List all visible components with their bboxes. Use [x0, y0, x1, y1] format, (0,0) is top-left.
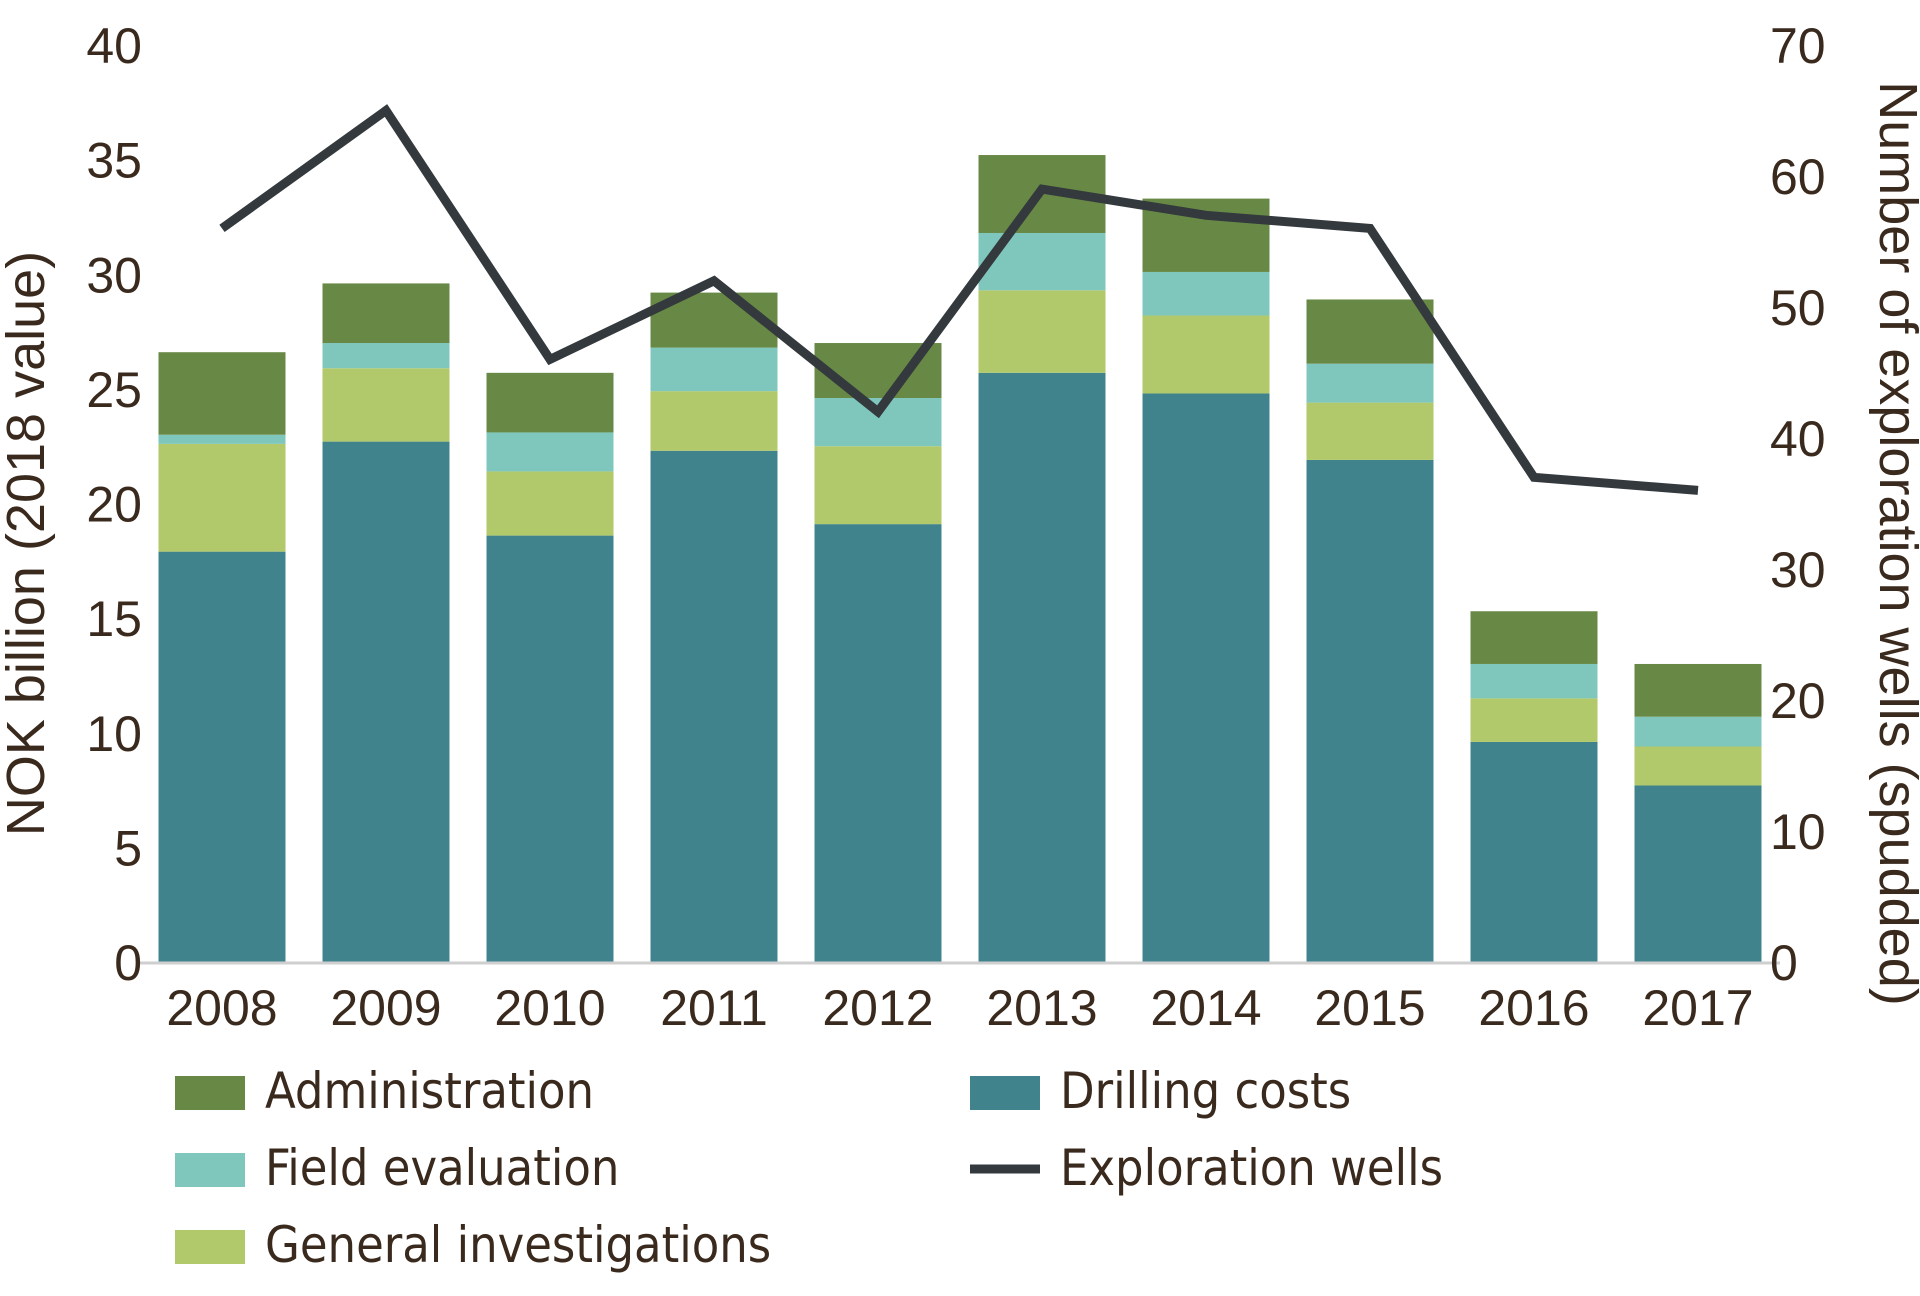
x-tick-label-2013: 2013: [986, 980, 1097, 1036]
bar-drilling-costs-2015: [1307, 460, 1434, 962]
x-tick-label-2016: 2016: [1478, 980, 1589, 1036]
bar-general-investigations-2015: [1307, 403, 1434, 460]
bar-field-evaluation-2011: [651, 348, 778, 392]
bar-drilling-costs-2012: [815, 524, 942, 962]
y2-tick-label-50: 50: [1770, 280, 1826, 336]
bar-general-investigations-2017: [1635, 747, 1762, 786]
bar-field-evaluation-2008: [159, 435, 286, 444]
bar-field-evaluation-2017: [1635, 717, 1762, 747]
y2-tick-label-20: 20: [1770, 673, 1826, 729]
y-tick-label-35: 35: [86, 133, 142, 189]
y-tick-label-25: 25: [86, 362, 142, 418]
bar-field-evaluation-2009: [323, 343, 450, 368]
left-y-tick-labels: 0 5 10 15 20 25 30 35 40: [86, 18, 142, 991]
bar-field-evaluation-2010: [487, 432, 614, 471]
bar-field-evaluation-2014: [1143, 272, 1270, 316]
bar-administration-2017: [1635, 664, 1762, 717]
bar-field-evaluation-2013: [979, 233, 1106, 290]
bar-administration-2010: [487, 373, 614, 433]
x-tick-label-2011: 2011: [660, 980, 768, 1036]
bar-general-investigations-2016: [1471, 698, 1598, 742]
bar-general-investigations-2012: [815, 446, 942, 524]
y-tick-label-40: 40: [86, 18, 142, 74]
legend-label-exploration-wells: Exploration wells: [1060, 1139, 1443, 1197]
bar-administration-2016: [1471, 611, 1598, 664]
bar-general-investigations-2009: [323, 368, 450, 441]
bar-general-investigations-2008: [159, 444, 286, 552]
bar-administration-2009: [323, 283, 450, 343]
bar-administration-2008: [159, 352, 286, 435]
x-tick-label-2008: 2008: [166, 980, 277, 1036]
x-tick-label-2010: 2010: [494, 980, 605, 1036]
x-tick-label-2015: 2015: [1314, 980, 1425, 1036]
y-tick-label-30: 30: [86, 247, 142, 303]
y-tick-label-5: 5: [114, 820, 142, 876]
bar-drilling-costs-2010: [487, 536, 614, 962]
y-tick-label-20: 20: [86, 477, 142, 533]
bar-drilling-costs-2011: [651, 451, 778, 962]
bar-drilling-costs-2017: [1635, 785, 1762, 962]
x-tick-label-2012: 2012: [822, 980, 933, 1036]
bar-field-evaluation-2016: [1471, 664, 1598, 698]
x-tick-label-2014: 2014: [1150, 980, 1261, 1036]
y2-tick-label-0: 0: [1770, 935, 1798, 991]
y2-tick-label-30: 30: [1770, 542, 1826, 598]
bar-general-investigations-2013: [979, 290, 1106, 373]
bar-drilling-costs-2013: [979, 373, 1106, 962]
legend-swatch-drilling-costs: [970, 1076, 1040, 1110]
y2-tick-label-60: 60: [1770, 149, 1826, 205]
legend-swatch-general-investigations: [175, 1230, 245, 1264]
x-tick-labels: 2008 2009 2010 2011 2012 2013 2014 2015 2016 2017: [166, 980, 1753, 1036]
bar-general-investigations-2010: [487, 471, 614, 535]
right-y-tick-labels: 0 10 20 30 40 50 60 70: [1770, 18, 1826, 991]
y2-tick-label-70: 70: [1770, 18, 1826, 74]
legend: Administration Field evaluation General in…: [175, 1062, 1443, 1274]
bar-general-investigations-2014: [1143, 316, 1270, 394]
y2-tick-label-10: 10: [1770, 804, 1826, 860]
legend-label-field-evaluation: Field evaluation: [265, 1139, 619, 1197]
bar-drilling-costs-2009: [323, 442, 450, 962]
right-axis-title: Number of exploration wells (spudded): [1868, 81, 1920, 1005]
bar-general-investigations-2011: [651, 391, 778, 451]
bar-drilling-costs-2008: [159, 552, 286, 962]
y-tick-label-15: 15: [86, 591, 142, 647]
bar-field-evaluation-2015: [1307, 364, 1434, 403]
legend-swatch-field-evaluation: [175, 1153, 245, 1187]
legend-swatch-administration: [175, 1076, 245, 1110]
bar-drilling-costs-2016: [1471, 742, 1598, 962]
bar-administration-2015: [1307, 299, 1434, 363]
legend-label-administration: Administration: [265, 1062, 594, 1120]
y-tick-label-10: 10: [86, 706, 142, 762]
legend-label-drilling-costs: Drilling costs: [1060, 1062, 1351, 1120]
legend-label-general-investigations: General investigations: [265, 1216, 771, 1274]
bar-drilling-costs-2014: [1143, 393, 1270, 962]
left-axis-title: NOK billion (2018 value): [0, 251, 56, 836]
bar-segments: [159, 155, 1762, 962]
x-tick-label-2009: 2009: [330, 980, 441, 1036]
y-tick-label-0: 0: [114, 935, 142, 991]
x-tick-label-2017: 2017: [1642, 980, 1753, 1036]
y2-tick-label-40: 40: [1770, 411, 1826, 467]
